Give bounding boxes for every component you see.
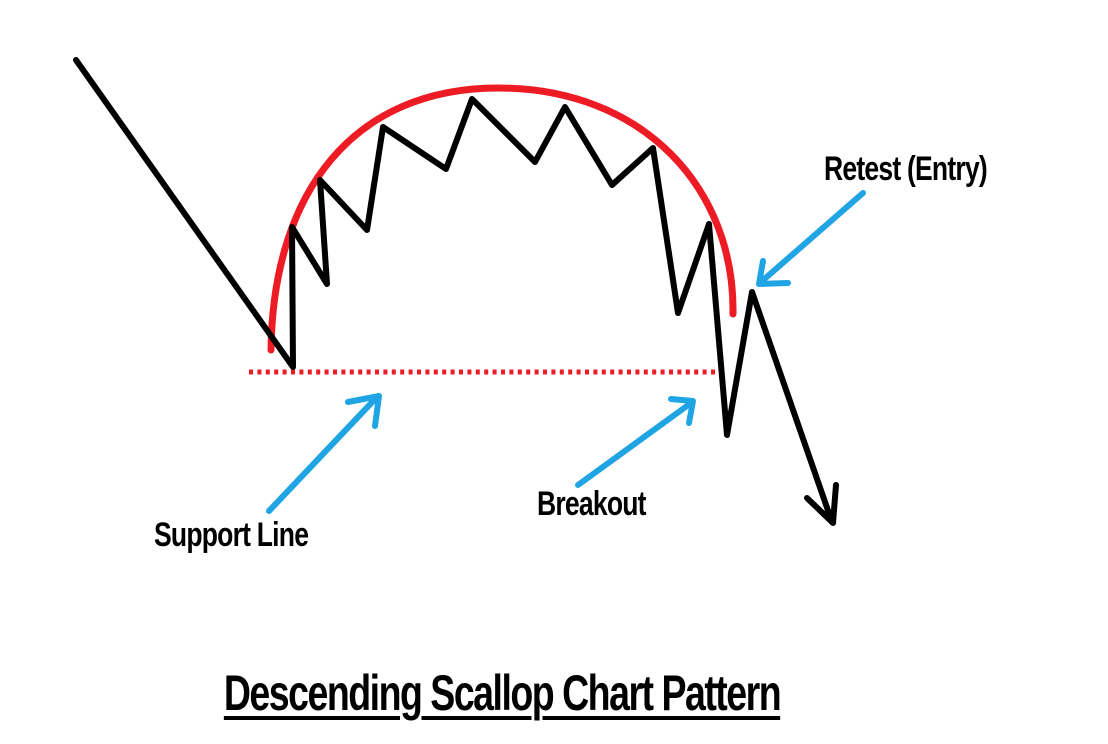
support-line-arrow-head-icon [345,393,382,429]
support-line-label: Support Line [154,516,309,554]
support-line-arrow-shaft [266,394,380,514]
price-line [73,57,835,525]
breakout-label: Breakout [537,485,646,523]
diagram-title: Descending Scallop Chart Pattern [223,665,782,721]
retest-arrow-head-icon [756,258,791,287]
breakout-arrow-head-icon [668,396,696,426]
retest-entry-label: Retest (Entry) [824,150,988,188]
price-arrowhead-icon [804,482,839,526]
scallop-arc-line [267,84,737,354]
retest-arrow-shaft [758,190,866,285]
breakout-arrow-shaft [575,400,694,488]
